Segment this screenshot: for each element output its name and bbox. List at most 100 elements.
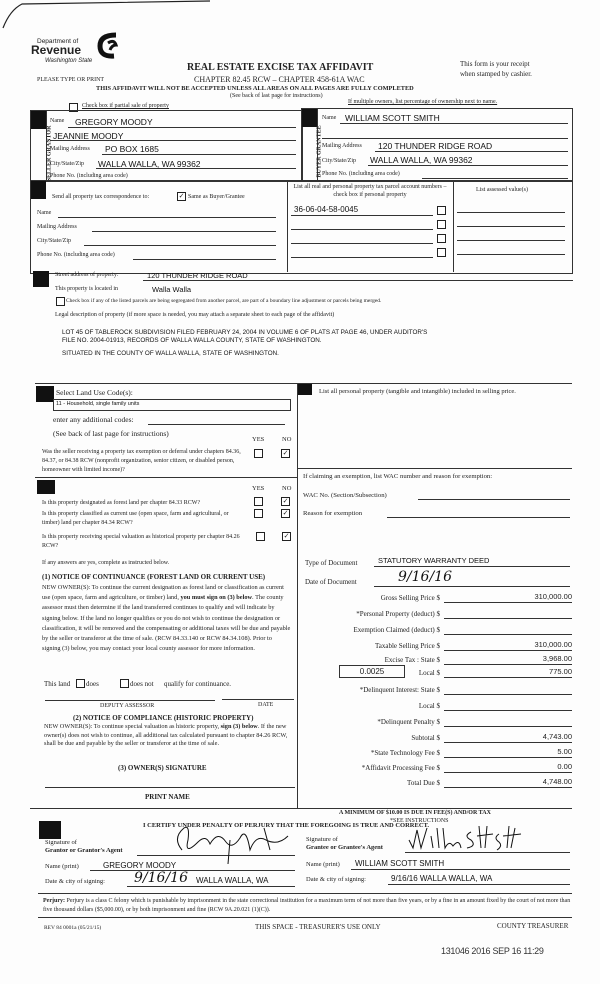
historic-yes-checkbox[interactable] [256, 532, 265, 541]
street-field[interactable]: 120 THUNDER RIDGE ROAD [147, 271, 248, 280]
does-not-qualify-checkbox[interactable] [120, 679, 129, 688]
personal-property-checkbox-3[interactable] [437, 234, 446, 243]
delinquent-interest-local-field[interactable] [444, 700, 572, 711]
seller-mailing-label: Mailing Address [50, 146, 90, 152]
seller-name-field[interactable]: GREGORY MOODY [75, 117, 153, 127]
affidavit-fee-field[interactable]: 0.00 [444, 762, 572, 773]
seller-city-field[interactable]: WALLA WALLA, WA 99362 [98, 159, 201, 169]
personal-deduct-field[interactable] [444, 608, 572, 619]
correspondence-label: Send all property tax correspondence to: [52, 194, 150, 200]
tech-fee-field[interactable]: 5.00 [444, 747, 572, 758]
personal-property-checkbox-1[interactable] [437, 206, 446, 215]
same-as-buyer-checkbox[interactable]: ✓ [177, 192, 186, 201]
total-due-field[interactable]: 4,748.00 [444, 777, 572, 788]
scan-edge-mark [2, 0, 211, 29]
land-use-selected: 11 - Household, single family units [56, 401, 140, 407]
no-header: NO [282, 485, 292, 492]
gross-label: Gross Selling Price $ [380, 594, 440, 602]
certification-statement: I CERTIFY UNDER PENALTY OF PERJURY THAT … [143, 822, 430, 829]
minimum-note: A MINIMUM OF $10.00 IS DUE IN FEE(S) AND… [339, 810, 491, 816]
q-historic: Is this property receiving special valua… [42, 534, 240, 549]
form-id: REV 84 0001a (05/21/15) [44, 925, 102, 931]
same-as-buyer-label: Same as Buyer/Grantee [188, 194, 245, 200]
segregated-checkbox[interactable] [56, 297, 65, 306]
grantee-date-city-field[interactable]: 9/16/16 WALLA WALLA, WA [391, 874, 493, 883]
delinquent-penalty-field[interactable] [444, 716, 572, 727]
buyer-city-label: City/State/Zip [322, 158, 356, 164]
located-field[interactable]: Walla Walla [152, 285, 192, 294]
personal-property-label: List all personal property (tangible and… [319, 388, 516, 395]
doc-type-field[interactable]: STATUTORY WARRANTY DEED [378, 556, 490, 565]
grantor-signature-scribble [177, 826, 289, 865]
section-marker [37, 480, 55, 494]
corr-mailing-label: Mailing Address [37, 224, 77, 230]
personal-property-checkbox-2[interactable] [437, 220, 446, 229]
yes-header: YES [252, 485, 265, 492]
assessor-date-label: DATE [258, 702, 274, 708]
historic-no-checkbox[interactable]: ✓ [282, 532, 291, 541]
treasurer-stamp: 131046 2016 SEP 16 11:29 [441, 946, 544, 956]
gross-field[interactable]: 310,000.00 [444, 592, 572, 603]
partial-sale-label: Check box if partial sale of property [82, 103, 169, 109]
if-yes-note: If any answers are yes, complete as inst… [42, 560, 170, 566]
taxable-field[interactable]: 310,000.00 [444, 640, 572, 651]
grantee-name-field[interactable]: WILLIAM SCOTT SMITH [355, 859, 445, 868]
forest-yes-checkbox[interactable] [254, 497, 263, 506]
perjury-notice: Perjury: Perjury is a class C felony whi… [43, 898, 571, 913]
grantor-name-label: Name (print) [45, 863, 79, 870]
local-tax-field[interactable]: 775.00 [444, 667, 572, 678]
local-tax-label: Local $ [418, 669, 440, 677]
local-rate-field[interactable]: 0.0025 [339, 665, 405, 678]
subtotal-field[interactable]: 4,743.00 [444, 732, 572, 743]
buyer-section [301, 108, 573, 182]
continuance-text: NEW OWNER(S): To continue the current de… [42, 584, 291, 653]
additional-codes-label: enter any additional codes: [53, 415, 134, 424]
yes-header: YES [252, 436, 265, 443]
grantee-name-label: Name (print) [306, 861, 340, 868]
buyer-side-label: BUYER GRANTEE [316, 125, 323, 178]
buyer-name-field[interactable]: WILLIAM SCOTT SMITH [345, 113, 440, 123]
type-or-print: PLEASE TYPE OR PRINT [37, 77, 105, 83]
total-due-label: Total Due $ [407, 779, 440, 787]
state-tax-field[interactable]: 3,968.00 [444, 654, 572, 665]
county-treasurer-label: COUNTY TREASURER [497, 922, 569, 930]
seller-name2-field[interactable]: JEANNIE MOODY [53, 131, 124, 141]
current-use-yes-checkbox[interactable] [254, 509, 263, 518]
section-marker [36, 386, 54, 402]
q-current-use: Is this property classified as current u… [42, 511, 229, 526]
exemption-deduct-field[interactable] [444, 624, 572, 635]
treasurer-space-label: THIS SPACE - TREASURER'S USE ONLY [255, 923, 381, 931]
grantor-name-field[interactable]: GREGORY MOODY [103, 861, 177, 870]
logo-line1: Department of [37, 38, 79, 45]
seller-mailing-field[interactable]: PO BOX 1685 [105, 144, 159, 154]
doc-date-label: Date of Document [305, 578, 357, 586]
parcel-number-1[interactable]: 36-06-04-58-0045 [294, 205, 359, 214]
grantor-date-field[interactable]: 9/16/16 [134, 870, 188, 886]
seller-name-label: Name [50, 118, 65, 124]
form-title: REAL ESTATE EXCISE TAX AFFIDAVIT [187, 62, 374, 73]
grantee-signature-scribble [408, 825, 522, 851]
corr-city-label: City/State/Zip [37, 238, 71, 244]
current-use-no-checkbox[interactable]: ✓ [281, 509, 290, 518]
buyer-mailing-field[interactable]: 120 THUNDER RIDGE ROAD [378, 141, 493, 151]
legal-line-3: SITUATED IN THE COUNTY OF WALLA WALLA, S… [62, 350, 279, 357]
see-instructions: *SEE INSTRUCTIONS [390, 818, 449, 824]
land-use-select[interactable]: 11 - Household, single family units [53, 399, 291, 411]
grantor-city-field[interactable]: WALLA WALLA, WA [196, 876, 269, 885]
exemption-no-checkbox[interactable]: ✓ [281, 449, 290, 458]
warning-text: THIS AFFIDAVIT WILL NOT BE ACCEPTED UNLE… [96, 85, 414, 92]
multiple-owners-note: If multiple owners, list percentage of o… [348, 99, 498, 105]
personal-property-checkbox-4[interactable] [437, 248, 446, 257]
delinquent-interest-state-label: *Delinquent Interest: State $ [359, 686, 440, 694]
exemption-yes-checkbox[interactable] [254, 449, 263, 458]
delinquent-interest-state-field[interactable] [444, 684, 572, 695]
continuance-title: (1) NOTICE OF CONTINUANCE (FOREST LAND O… [42, 573, 266, 581]
buyer-city-field[interactable]: WALLA WALLA, WA 99362 [370, 155, 473, 165]
compliance-text: NEW OWNER(S): To continue special valuat… [44, 723, 288, 747]
doc-date-field[interactable]: 9/16/16 [398, 569, 452, 585]
partial-sale-checkbox[interactable] [69, 103, 78, 112]
forest-no-checkbox[interactable]: ✓ [281, 497, 290, 506]
buyer-phone-label: Phone No. (including area code) [322, 171, 400, 177]
legal-line-2: FILE NO. 2004-01913, RECORDS OF WALLA WA… [62, 337, 322, 344]
does-qualify-checkbox[interactable] [76, 679, 85, 688]
